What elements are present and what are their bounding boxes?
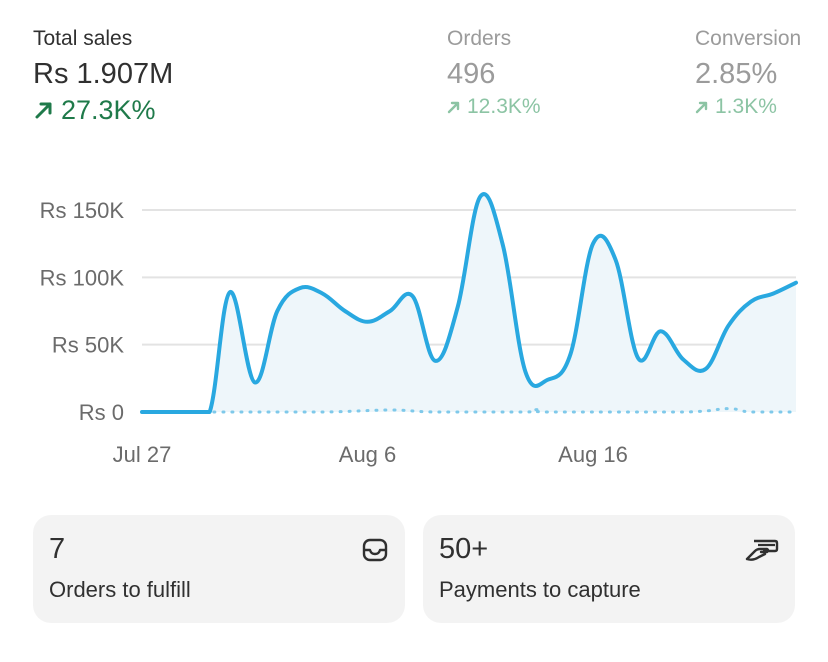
orders-to-fulfill-label: Orders to fulfill	[49, 577, 191, 602]
hand-payment-icon	[745, 539, 779, 561]
sales-series-line[interactable]	[140, 192, 798, 414]
metric-delta-value: 1.3K%	[715, 95, 777, 118]
metric-label: Conversion	[695, 27, 802, 50]
payments-to-capture-label: Payments to capture	[439, 577, 641, 602]
metric-value: Rs 1.907M	[33, 58, 174, 90]
metric-delta-value: 27.3K%	[61, 95, 156, 125]
metric-conversion[interactable]: Conversion 2.85% 1.3K%	[695, 26, 801, 120]
x-tick-label: Aug 16	[558, 442, 628, 467]
x-axis-ticks: Jul 27 Aug 6 Aug 16	[113, 442, 628, 467]
metric-delta: 1.3K%	[695, 94, 801, 120]
metric-orders[interactable]: Orders 496 12.3K%	[447, 26, 541, 120]
metric-delta: 27.3K%	[33, 94, 173, 126]
arrow-up-right-icon	[35, 102, 52, 119]
payments-to-capture-count: 50+	[439, 533, 489, 565]
metric-total-sales[interactable]: Total sales Rs 1.907M 27.3K%	[33, 26, 173, 126]
payments-to-capture-card[interactable]: 50+ Payments to capture	[423, 515, 795, 623]
arrow-up-right-icon	[695, 101, 708, 114]
metric-delta: 12.3K%	[447, 94, 541, 120]
y-tick-label: Rs 0	[79, 400, 124, 425]
orders-to-fulfill-card[interactable]: 7 Orders to fulfill	[33, 515, 405, 623]
sales-area-fill	[142, 194, 796, 412]
x-tick-label: Jul 27	[113, 442, 172, 467]
y-tick-label: Rs 50K	[52, 333, 124, 358]
metric-value: 2.85%	[695, 58, 778, 90]
inbox-icon	[362, 538, 388, 562]
x-tick-label: Aug 6	[339, 442, 397, 467]
y-tick-label: Rs 100K	[40, 265, 125, 290]
metric-value: 496	[447, 58, 496, 90]
sales-chart[interactable]: Rs 0 Rs 50K Rs 100K Rs 150K Jul 27 Aug 6 Aug …	[0, 170, 828, 480]
metric-label: Orders	[447, 27, 512, 50]
arrow-up-right-icon	[447, 101, 460, 114]
y-axis-ticks: Rs 0 Rs 50K Rs 100K Rs 150K	[40, 198, 125, 425]
y-tick-label: Rs 150K	[40, 198, 125, 223]
orders-to-fulfill-count: 7	[49, 533, 66, 565]
metric-delta-value: 12.3K%	[467, 95, 541, 118]
metric-label: Total sales	[33, 27, 133, 50]
comparison-series-line	[140, 407, 798, 414]
